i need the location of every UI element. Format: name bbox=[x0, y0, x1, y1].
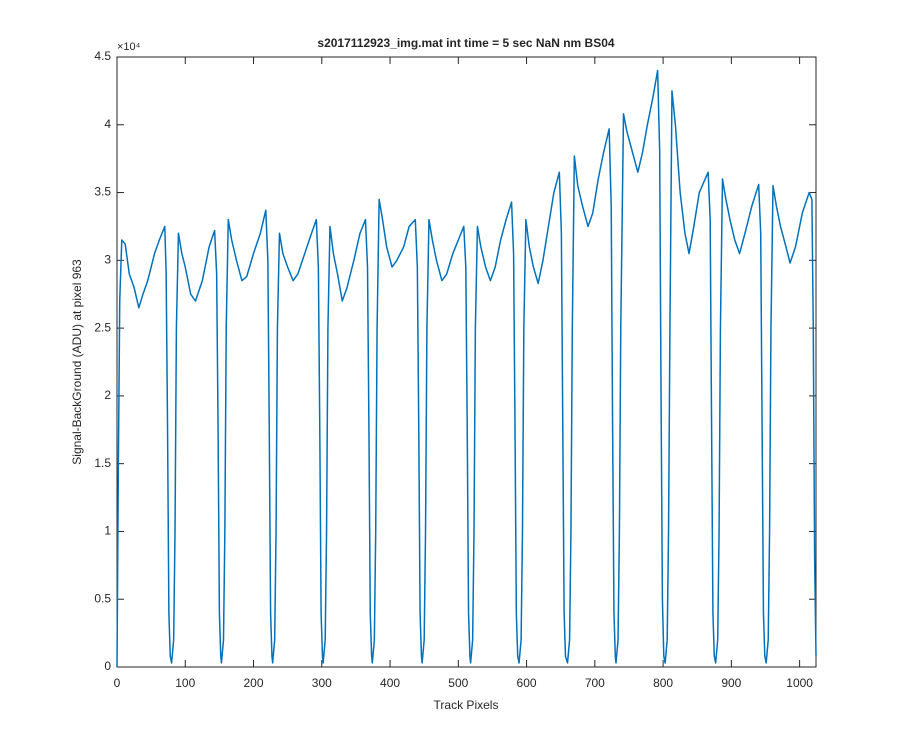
x-tick-label: 300 bbox=[312, 676, 332, 690]
y-axis-label: Signal-BackGround (ADU) at pixel 963 bbox=[70, 259, 84, 465]
y-tick-label: 2 bbox=[104, 388, 111, 402]
x-tick-label: 200 bbox=[244, 676, 264, 690]
x-tick-label: 600 bbox=[517, 676, 537, 690]
x-axis-label: Track Pixels bbox=[434, 698, 499, 712]
y-tick-label: 4 bbox=[104, 117, 111, 131]
x-tick-label: 1000 bbox=[786, 676, 813, 690]
y-tick-label: 4.5 bbox=[94, 49, 111, 63]
x-tick-label: 900 bbox=[721, 676, 741, 690]
y-tick-label: 0.5 bbox=[94, 591, 111, 605]
x-tick-label: 0 bbox=[114, 676, 121, 690]
x-tick-label: 700 bbox=[585, 676, 605, 690]
y-tick-label: 1 bbox=[104, 524, 111, 538]
chart-title: s2017112923_img.mat int time = 5 sec NaN… bbox=[317, 36, 614, 50]
data-line bbox=[116, 69, 817, 668]
x-tick-label: 500 bbox=[448, 676, 468, 690]
y-exponent: ×10⁴ bbox=[117, 41, 141, 53]
x-tick-label: 800 bbox=[653, 676, 673, 690]
y-tick-label: 1.5 bbox=[94, 456, 111, 470]
y-tick-label: 0 bbox=[104, 659, 111, 673]
y-tick-label: 3 bbox=[104, 253, 111, 267]
x-tick-label: 400 bbox=[380, 676, 400, 690]
y-tick-label: 2.5 bbox=[94, 320, 111, 334]
y-tick-label: 3.5 bbox=[94, 185, 111, 199]
x-tick-label: 100 bbox=[175, 676, 195, 690]
